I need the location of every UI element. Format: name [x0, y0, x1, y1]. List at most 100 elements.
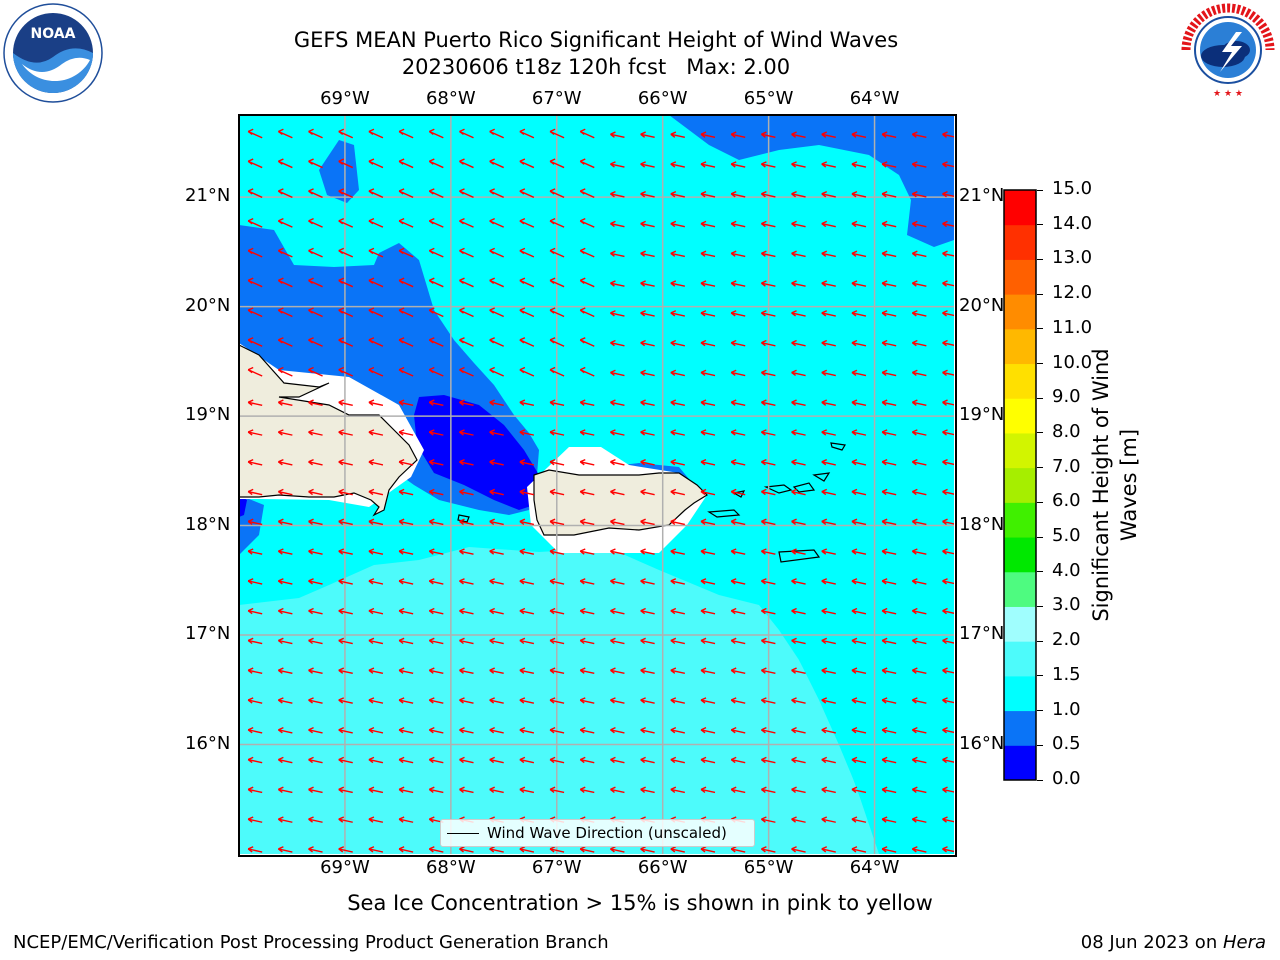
wind-wave-arrow — [277, 337, 293, 347]
legend-line-icon — [447, 833, 479, 834]
wind-wave-arrow — [428, 548, 444, 555]
wind-wave-arrow — [881, 607, 897, 615]
wind-wave-arrow — [489, 846, 504, 853]
wind-wave-arrow — [428, 726, 444, 734]
wind-wave-arrow — [730, 250, 746, 258]
wind-wave-arrow — [368, 488, 384, 496]
lat-label-left: 18°N — [185, 513, 231, 535]
wind-wave-arrow — [942, 131, 954, 138]
wind-wave-arrow — [791, 667, 806, 675]
wind-wave-arrow — [821, 369, 836, 377]
wind-wave-arrow — [610, 220, 625, 228]
colorbar-tick-label: 12.0 — [1052, 282, 1093, 304]
wind-wave-arrow — [277, 247, 293, 258]
chart-title: GEFS MEAN Puerto Rico Significant Height… — [293, 28, 899, 52]
svg-text:★ ★ ★: ★ ★ ★ — [1213, 89, 1243, 99]
wind-wave-arrow — [670, 756, 685, 764]
wind-wave-arrow — [428, 697, 444, 704]
wind-wave-arrow — [368, 399, 384, 407]
wave-height-map — [239, 115, 954, 854]
wind-wave-arrow — [791, 250, 806, 258]
wind-wave-arrow — [398, 247, 414, 258]
wind-wave-arrow — [640, 637, 655, 645]
wind-wave-arrow — [277, 188, 293, 198]
wind-wave-arrow — [368, 247, 384, 258]
wind-wave-arrow — [760, 816, 776, 823]
wind-wave-arrow — [338, 697, 353, 704]
wind-wave-arrow — [459, 337, 474, 347]
wind-wave-arrow — [791, 429, 806, 436]
colorbar-tick-label: 8.0 — [1052, 420, 1081, 442]
wind-wave-arrow — [851, 637, 867, 645]
wind-wave-arrow — [640, 161, 655, 168]
wave-band-0-0-to-0-5 — [414, 395, 539, 510]
colorbar-segment — [1004, 710, 1036, 746]
wind-wave-arrow — [368, 277, 384, 288]
wind-wave-arrow — [942, 429, 954, 436]
wind-wave-arrow — [821, 339, 836, 347]
wind-wave-arrow — [821, 726, 836, 734]
wind-wave-arrow — [277, 786, 293, 794]
wind-wave-arrow — [247, 458, 263, 466]
wind-wave-arrow — [519, 307, 535, 318]
wind-wave-arrow — [549, 786, 565, 794]
colorbar-tick-mark — [1037, 397, 1043, 399]
colorbar-tick-label: 0.0 — [1052, 768, 1081, 789]
wind-wave-arrow — [670, 369, 685, 377]
wind-wave-arrow — [730, 429, 746, 436]
wind-wave-arrow — [942, 637, 954, 645]
wind-wave-arrow — [640, 488, 655, 496]
wind-wave-arrow — [851, 518, 867, 526]
wind-wave-arrow — [881, 786, 897, 794]
lat-label-right: 17°N — [959, 623, 1005, 645]
noaa-logo-text: NOAA — [31, 26, 76, 42]
land-hispaniola — [239, 344, 418, 517]
colorbar-segment — [1004, 432, 1036, 469]
lon-label-top: 69°W — [320, 88, 370, 109]
wind-wave-arrow — [549, 578, 565, 585]
wind-wave-arrow — [519, 158, 535, 169]
wind-wave-arrow — [821, 578, 836, 585]
wind-wave-arrow — [700, 429, 716, 436]
wind-wave-arrow — [549, 726, 565, 734]
wind-wave-arrow — [700, 726, 716, 734]
wind-wave-arrow — [519, 399, 535, 407]
wind-wave-arrow — [519, 188, 535, 198]
wind-wave-arrow — [247, 548, 263, 555]
wind-wave-arrow — [851, 369, 867, 377]
lat-label-left: 20°N — [185, 294, 231, 316]
wind-wave-arrow — [942, 756, 954, 764]
wind-wave-arrow — [277, 846, 293, 853]
wind-wave-arrow — [579, 366, 595, 377]
wind-wave-arrow — [398, 366, 414, 377]
wind-wave-arrow — [519, 458, 535, 466]
wind-wave-arrow — [489, 277, 504, 288]
wind-wave-arrow — [428, 247, 444, 258]
lat-label-left: 21°N — [185, 185, 231, 207]
wind-wave-arrow — [881, 548, 897, 555]
wind-wave-arrow — [911, 161, 927, 168]
wind-wave-arrow — [760, 607, 776, 615]
wind-wave-arrow — [398, 667, 414, 675]
wind-wave-arrow — [247, 247, 263, 258]
wind-wave-arrow — [549, 158, 565, 169]
lon-label-bottom: 69°W — [320, 857, 370, 878]
wind-wave-arrow — [308, 337, 323, 347]
wind-wave-arrow — [247, 217, 263, 228]
wind-wave-arrow — [428, 217, 444, 228]
colorbar-tick-label: 1.0 — [1052, 698, 1081, 720]
wind-wave-arrow — [519, 786, 535, 794]
wind-wave-arrow — [398, 488, 414, 496]
wind-wave-arrow — [821, 607, 836, 615]
wind-wave-arrow — [881, 369, 897, 377]
wind-wave-arrow — [579, 607, 595, 615]
wind-wave-arrow — [760, 756, 776, 764]
wind-wave-arrow — [700, 548, 716, 555]
wind-wave-arrow — [338, 667, 353, 675]
wind-wave-arrow — [398, 337, 414, 347]
wind-wave-arrow — [579, 518, 595, 526]
wind-wave-arrow — [489, 607, 504, 615]
wind-wave-arrow — [338, 548, 353, 555]
wind-wave-arrow — [428, 578, 444, 585]
wind-wave-arrow — [821, 846, 836, 853]
